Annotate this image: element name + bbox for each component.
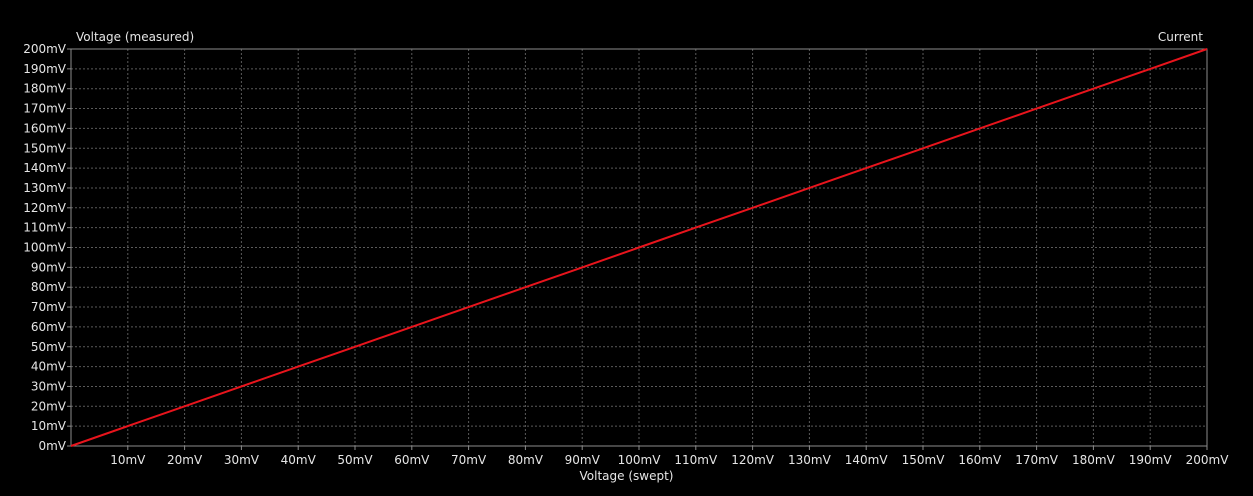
x-tick-label: 100mV bbox=[618, 453, 662, 467]
x-axis: 10mV 20mV 30mV 40mV 50mV 60mV 70mV 80mV 90mV 100m… bbox=[110, 446, 1229, 467]
x-tick-label: 90mV bbox=[565, 453, 601, 467]
x-tick-label: 170mV bbox=[1015, 453, 1059, 467]
x-tick-label: 40mV bbox=[281, 453, 317, 467]
x-tick-label: 70mV bbox=[451, 453, 487, 467]
series-line-current bbox=[70, 48, 1208, 447]
y-tick-label: 90mV bbox=[31, 260, 67, 274]
y-tick-label: 170mV bbox=[23, 102, 67, 116]
y-tick-label: 160mV bbox=[23, 121, 67, 135]
y-axis-title: Voltage (measured) bbox=[76, 30, 195, 44]
x-tick-label: 190mV bbox=[1129, 453, 1173, 467]
y-tick-label: 140mV bbox=[23, 161, 67, 175]
y-tick-label: 10mV bbox=[31, 419, 67, 433]
x-tick-label: 120mV bbox=[731, 453, 775, 467]
y-tick-label: 80mV bbox=[31, 280, 67, 294]
x-tick-label: 150mV bbox=[902, 453, 946, 467]
y-tick-label: 30mV bbox=[31, 379, 67, 393]
y-tick-label: 150mV bbox=[23, 141, 67, 155]
y-tick-label: 70mV bbox=[31, 300, 67, 314]
x-axis-title: Voltage (swept) bbox=[579, 469, 674, 483]
y-tick-label: 200mV bbox=[23, 42, 67, 56]
x-tick-label: 130mV bbox=[788, 453, 832, 467]
x-tick-label: 110mV bbox=[674, 453, 718, 467]
y-tick-label: 110mV bbox=[23, 221, 67, 235]
grid-lines bbox=[71, 49, 1207, 446]
y-tick-label: 50mV bbox=[31, 340, 67, 354]
x-tick-label: 50mV bbox=[337, 453, 373, 467]
y-tick-label: 20mV bbox=[31, 399, 67, 413]
plot-area bbox=[70, 48, 1208, 447]
x-tick-label: 80mV bbox=[508, 453, 544, 467]
y-tick-label: 0mV bbox=[38, 439, 66, 453]
x-tick-label: 140mV bbox=[845, 453, 889, 467]
x-tick-label: 180mV bbox=[1072, 453, 1116, 467]
x-tick-label: 60mV bbox=[394, 453, 430, 467]
y-tick-label: 180mV bbox=[23, 82, 67, 96]
x-tick-label: 20mV bbox=[167, 453, 203, 467]
x-tick-label: 30mV bbox=[224, 453, 260, 467]
x-tick-label: 10mV bbox=[110, 453, 146, 467]
y-tick-label: 100mV bbox=[23, 241, 67, 255]
y-tick-label: 130mV bbox=[23, 181, 67, 195]
x-tick-label: 200mV bbox=[1186, 453, 1230, 467]
x-tick-label: 160mV bbox=[958, 453, 1002, 467]
y-axis: 0mV 10mV 20mV 30mV 40mV 50mV 60mV 70mV 80mV 90mV 1… bbox=[23, 42, 71, 453]
y-tick-label: 40mV bbox=[31, 360, 67, 374]
y-tick-label: 120mV bbox=[23, 201, 67, 215]
y-tick-label: 190mV bbox=[23, 62, 67, 76]
y-tick-label: 60mV bbox=[31, 320, 67, 334]
legend-entry-current: Current bbox=[1157, 30, 1203, 44]
